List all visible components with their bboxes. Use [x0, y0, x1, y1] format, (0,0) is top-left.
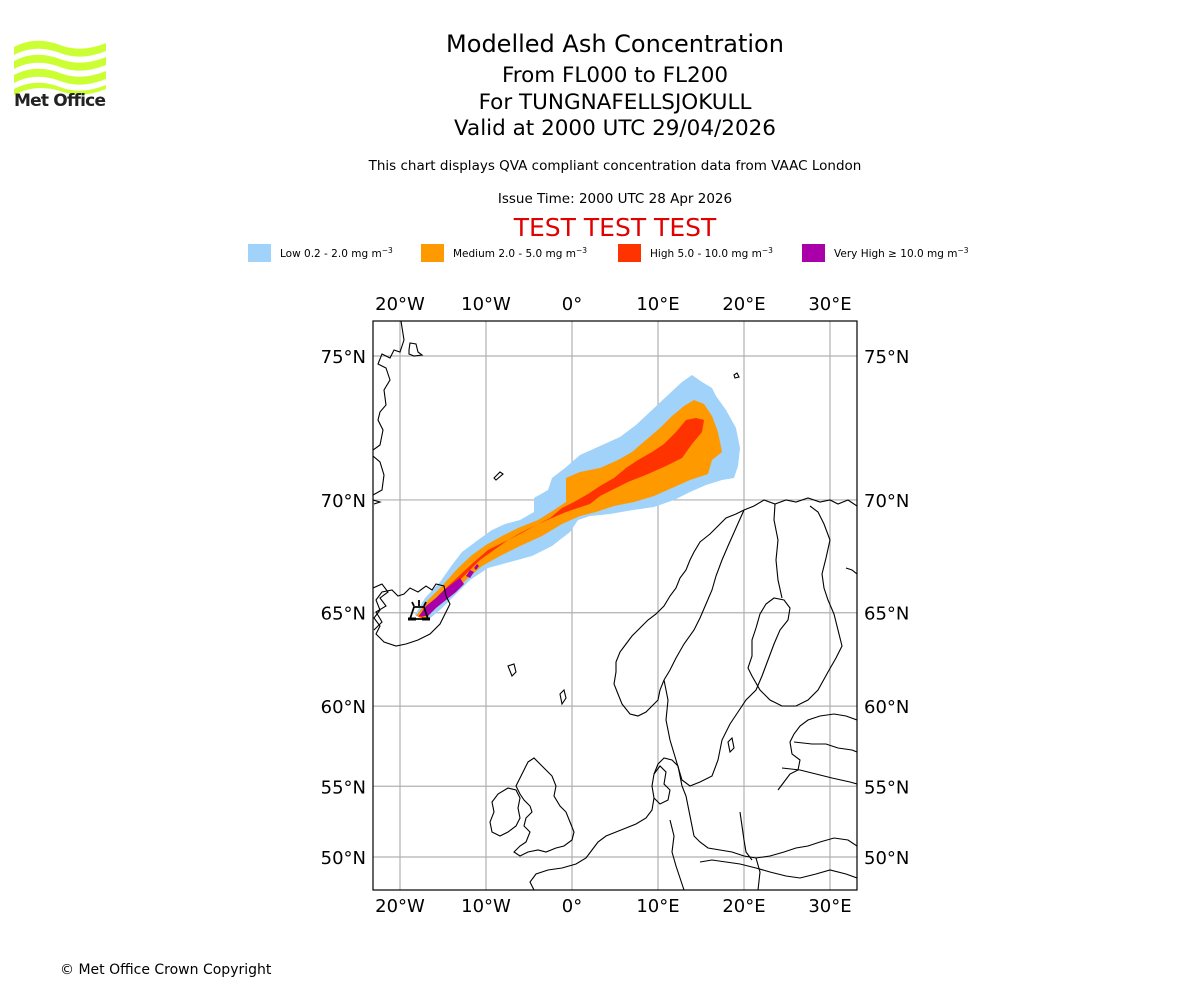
axis-ticks: 20°W 20°W 10°W 10°W 0° 0° 10°E 10°E 20°E 20°E 30°E… [321, 294, 910, 917]
lon-tick-label-top: 30°E [808, 294, 851, 315]
legend-swatch-high [618, 244, 641, 262]
legend-unit-exponent: −3 [957, 246, 969, 255]
lon-tick-label-bottom: 20°E [722, 896, 765, 917]
lat-tick-label-right: 60°N [864, 697, 909, 718]
legend-unit-exponent: −3 [575, 246, 588, 255]
coastline-baltics [777, 713, 857, 791]
lat-tick-label-left: 60°N [321, 697, 366, 718]
border-poland [739, 811, 761, 890]
lat-tick-label-left: 75°N [321, 347, 366, 368]
coastline-sweden-finland [663, 505, 843, 787]
met-office-wave-logo-icon [14, 40, 106, 95]
map-area [373, 321, 857, 890]
lat-tick-label-right: 55°N [864, 777, 909, 798]
legend-label-medium: Medium 2.0 - 5.0 mg m [453, 248, 576, 260]
legend-label-high: High 5.0 - 10.0 mg m [650, 248, 762, 260]
border-baltics [781, 741, 857, 785]
met-office-logo-text: Met Office [14, 91, 106, 111]
lon-tick-label-bottom: 10°E [636, 896, 679, 917]
coastline-norway [613, 497, 857, 717]
flight-level-range: From FL000 to FL200 [501, 63, 729, 88]
lat-tick-label-right: 70°N [864, 491, 909, 512]
lon-tick-label-bottom: 0° [562, 896, 582, 917]
coastline-greenland-island [408, 342, 424, 357]
plume-very-high-patch [466, 570, 474, 578]
gridlines [373, 321, 857, 890]
volcano-name: For TUNGNAFELLSJOKULL [478, 90, 752, 115]
coastline-ireland [489, 787, 521, 837]
lon-tick-label-top: 20°E [722, 294, 765, 315]
chart-description: This chart displays QVA compliant concen… [368, 158, 862, 174]
border-germany [669, 819, 685, 890]
lat-tick-label-left: 55°N [321, 777, 366, 798]
coastline-jan-mayen [493, 471, 504, 481]
lon-tick-label-bottom: 30°E [808, 896, 851, 917]
coastline-continent [529, 757, 857, 890]
legend-unit-exponent: −3 [381, 246, 393, 255]
lat-tick-label-left: 70°N [321, 491, 366, 512]
coastline-faroe [507, 663, 517, 677]
border-central-europe [699, 859, 857, 879]
test-banner: TEST TEST TEST [513, 213, 717, 242]
border-sweden-finland [773, 503, 783, 599]
lon-tick-label-bottom: 10°W [461, 896, 511, 917]
coastline-bear-island [733, 372, 740, 379]
plume-very-high [419, 578, 464, 616]
coastline-great-britain [513, 757, 575, 857]
legend-swatch-medium [421, 244, 444, 262]
coastline-kola [845, 567, 857, 575]
legend-label-low: Low 0.2 - 2.0 mg m [280, 248, 382, 260]
chart-title: Modelled Ash Concentration [446, 30, 784, 58]
copyright-notice: © Met Office Crown Copyright [60, 962, 272, 978]
volcano-icon [408, 600, 430, 621]
coastline-gotland [727, 736, 735, 754]
lon-tick-label-top: 20°W [375, 294, 425, 315]
plume-very-high-patch [474, 564, 479, 570]
issue-time: Issue Time: 2000 UTC 28 Apr 2026 [497, 191, 733, 207]
lon-tick-label-bottom: 20°W [375, 896, 425, 917]
ash-plume [415, 375, 740, 620]
lat-tick-label-left: 50°N [321, 848, 366, 869]
valid-time: Valid at 2000 UTC 29/04/2026 [453, 116, 776, 141]
lat-tick-label-right: 65°N [864, 604, 909, 625]
coastlines [373, 321, 857, 890]
map-frame [372, 320, 858, 891]
lat-tick-label-left: 65°N [321, 604, 366, 625]
coastline-greenland [373, 321, 405, 631]
legend-label-very-high: Very High ≥ 10.0 mg m [834, 248, 958, 260]
legend-swatch-very-high [802, 244, 825, 262]
legend-unit-exponent: −3 [761, 246, 773, 255]
lon-tick-label-top: 10°W [461, 294, 511, 315]
border-norway-sweden [663, 509, 745, 681]
coastline-iceland [373, 583, 451, 647]
plume-high [418, 418, 704, 618]
coastline-shetland [559, 688, 567, 706]
lat-tick-label-right: 50°N [864, 848, 909, 869]
lat-tick-label-right: 75°N [864, 347, 909, 368]
lon-tick-label-top: 10°E [636, 294, 679, 315]
lon-tick-label-top: 0° [562, 294, 582, 315]
legend-swatch-low [248, 244, 271, 262]
coastline-denmark [653, 765, 671, 805]
